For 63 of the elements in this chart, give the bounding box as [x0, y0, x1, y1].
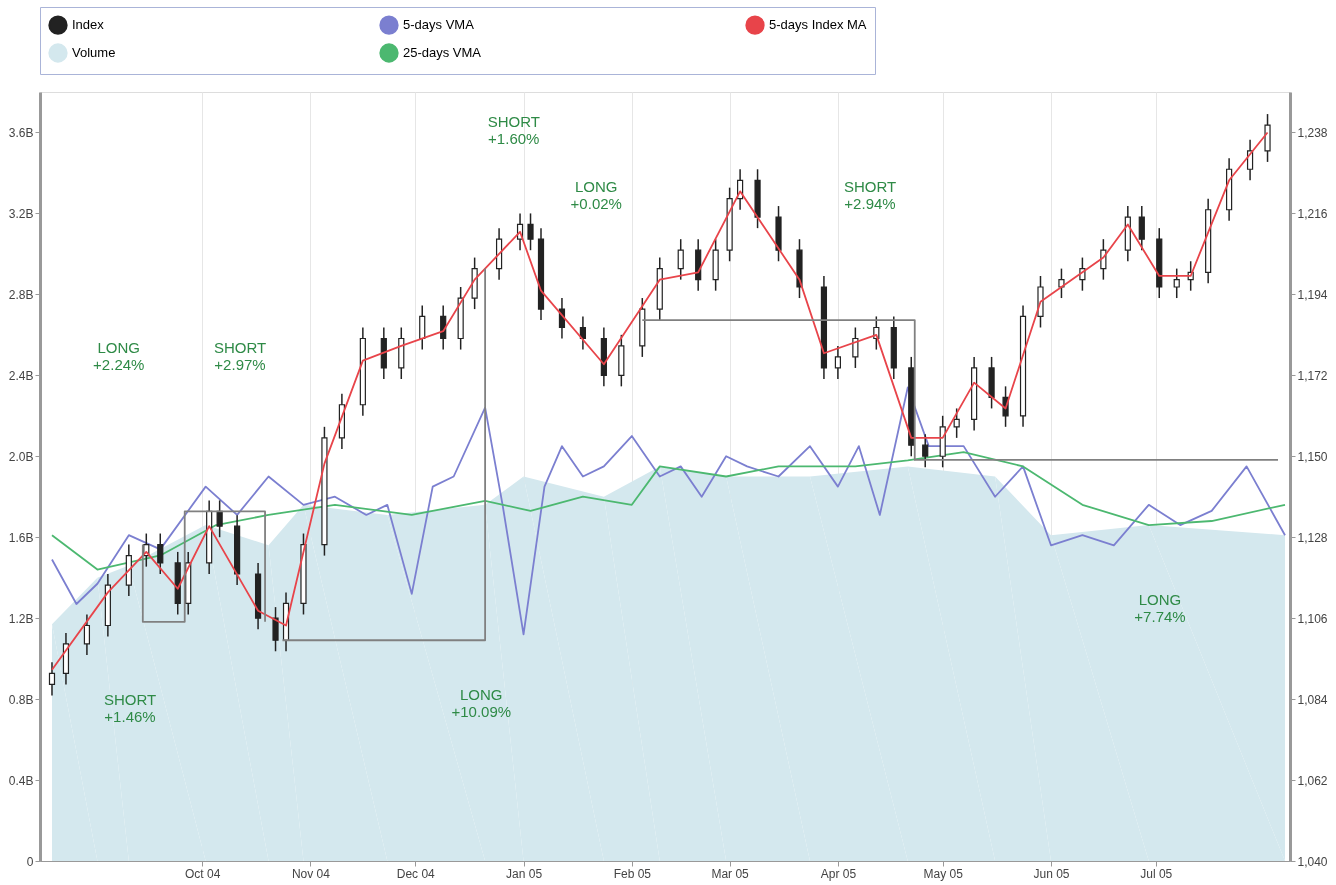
candlestick [157, 532, 164, 575]
annotation: LONG +0.02% [570, 178, 622, 213]
candlestick [922, 433, 929, 469]
annotation: LONG +7.74% [1134, 590, 1186, 625]
y2-tick-label: 1,238 [1297, 125, 1328, 140]
legend-label: 5-days VMA [403, 17, 475, 33]
annotation: SHORT +2.97% [213, 339, 267, 374]
y2-tick-label: 1,062 [1297, 773, 1328, 788]
legend-label: 25-days VMA [403, 45, 482, 60]
y-tick-label: 1.6B [8, 530, 34, 545]
candlestick [48, 661, 56, 697]
legend-label: Volume [72, 45, 116, 60]
y2-tick-label: 1,150 [1297, 449, 1328, 464]
y2-tick-label: 1,128 [1297, 530, 1328, 545]
candlestick [1173, 267, 1180, 299]
candlestick [1100, 238, 1107, 281]
annotation: LONG +2.24% [93, 339, 145, 374]
annotation: LONG +10.09% [451, 685, 512, 720]
line-series [51, 451, 1286, 571]
x-tick-label: Apr 05 [820, 866, 857, 881]
line-series [51, 386, 1286, 636]
y-tick-label: 2.0B [8, 449, 34, 464]
annotation: SHORT +1.46% [103, 691, 157, 726]
candlestick [83, 613, 91, 656]
candlestick [272, 606, 279, 653]
legend-label: 5-days Index MA [769, 17, 867, 33]
candlestick [852, 326, 859, 369]
x-tick-label: Mar 05 [711, 866, 750, 881]
candlestick [677, 238, 684, 281]
legend-label: Index [72, 17, 105, 33]
y-tick-label: 1.2B [8, 611, 34, 626]
annotation: SHORT +1.60% [487, 112, 540, 147]
y2-tick-label: 1,084 [1297, 692, 1328, 707]
candlestick [216, 499, 223, 538]
x-tick-label: Jan 05 [506, 866, 543, 881]
candlestick [1079, 256, 1086, 292]
y-tick-label: 2.8B [8, 287, 34, 302]
x-tick-label: Dec 04 [396, 866, 436, 881]
y2-tick-label: 1,040 [1297, 854, 1328, 869]
candlestick [527, 212, 534, 251]
y2-tick-label: 1,106 [1297, 611, 1328, 626]
x-tick-label: Nov 04 [291, 866, 331, 881]
x-tick-label: Feb 05 [613, 866, 652, 881]
candlestick [1138, 205, 1145, 251]
y-tick-label: 3.6B [8, 125, 34, 140]
x-tick-label: Jul 05 [1140, 866, 1173, 881]
candlestick [834, 345, 841, 380]
y-tick-label: 0.4B [8, 773, 34, 788]
y-tick-label: 2.4B [8, 368, 34, 383]
y2-tick-label: 1,172 [1297, 368, 1328, 383]
y2-tick-label: 1,216 [1297, 206, 1328, 221]
y-tick-label: 0.8B [8, 692, 34, 707]
candlestick [419, 304, 426, 351]
annotation: SHORT +2.94% [843, 178, 897, 213]
x-tick-label: Oct 04 [185, 866, 221, 881]
candlestick [579, 315, 587, 351]
y2-tick-label: 1,194 [1297, 287, 1328, 302]
x-tick-label: Jun 05 [1033, 866, 1070, 881]
candlestick [953, 407, 960, 439]
y-tick-label: 0 [26, 854, 34, 869]
candlestick [1058, 267, 1065, 299]
y-tick-label: 3.2B [8, 206, 34, 221]
x-tick-label: May 05 [923, 866, 964, 881]
